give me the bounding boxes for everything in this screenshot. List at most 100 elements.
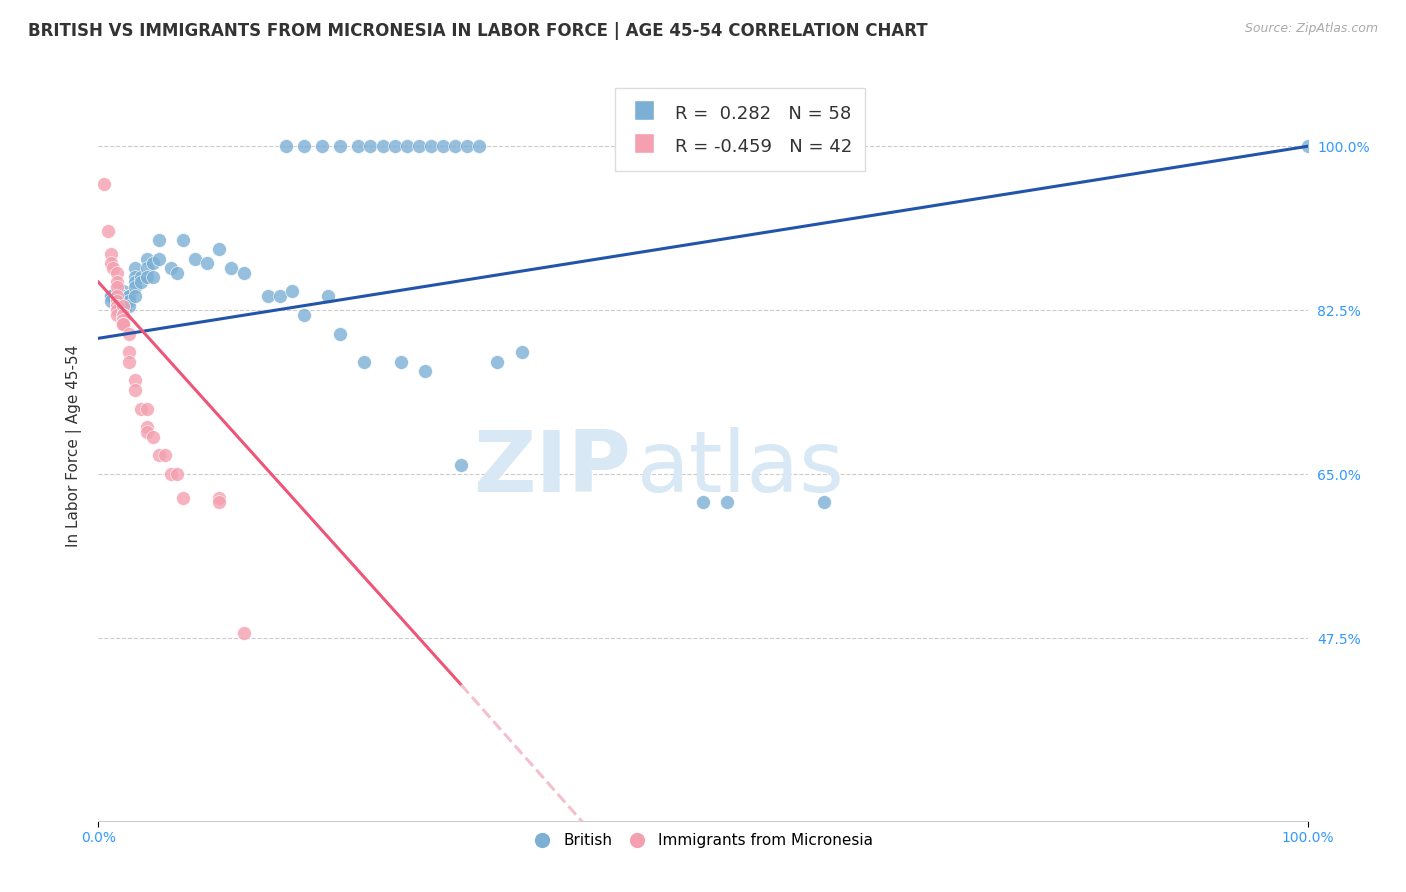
Point: [124, 383, 146, 397]
Point: [124, 275, 146, 289]
Point: [486, 355, 509, 369]
Point: [118, 289, 141, 303]
Point: [420, 139, 443, 153]
Point: [105, 289, 128, 303]
Point: [111, 312, 134, 326]
Point: [111, 299, 134, 313]
Point: [1296, 139, 1319, 153]
Text: ZIP: ZIP: [472, 427, 630, 510]
Point: [813, 495, 835, 509]
Point: [111, 308, 134, 322]
Point: [129, 401, 152, 416]
Point: [118, 345, 141, 359]
Point: [111, 293, 134, 308]
Point: [118, 289, 141, 303]
Text: BRITISH VS IMMIGRANTS FROM MICRONESIA IN LABOR FORCE | AGE 45-54 CORRELATION CHA: BRITISH VS IMMIGRANTS FROM MICRONESIA IN…: [28, 22, 928, 40]
Point: [111, 318, 134, 332]
Point: [111, 318, 134, 332]
Point: [281, 285, 304, 299]
Point: [142, 256, 165, 270]
Point: [124, 261, 146, 276]
Point: [135, 261, 157, 276]
Point: [105, 266, 128, 280]
Point: [142, 430, 165, 444]
Point: [432, 139, 454, 153]
Point: [129, 275, 152, 289]
Point: [118, 326, 141, 341]
Point: [166, 467, 188, 482]
Point: [118, 355, 141, 369]
Point: [100, 289, 122, 303]
Point: [105, 299, 128, 313]
Point: [118, 299, 141, 313]
Point: [124, 289, 146, 303]
Point: [135, 252, 157, 266]
Point: [208, 495, 231, 509]
Point: [97, 224, 120, 238]
Point: [172, 491, 194, 505]
Point: [444, 139, 467, 153]
Point: [111, 318, 134, 332]
Point: [129, 270, 152, 285]
Point: [172, 233, 194, 247]
Point: [160, 261, 183, 276]
Point: [100, 247, 122, 261]
Point: [148, 252, 170, 266]
Point: [111, 289, 134, 303]
Point: [111, 308, 134, 322]
Point: [118, 293, 141, 308]
Point: [105, 299, 128, 313]
Point: [105, 275, 128, 289]
Point: [395, 139, 418, 153]
Point: [105, 299, 128, 313]
Text: atlas: atlas: [637, 427, 845, 510]
Point: [111, 312, 134, 326]
Point: [716, 495, 738, 509]
Point: [105, 280, 128, 294]
Point: [135, 425, 157, 439]
Point: [93, 177, 115, 191]
Point: [221, 261, 243, 276]
Point: [148, 233, 170, 247]
Point: [105, 293, 128, 308]
Point: [269, 289, 291, 303]
Point: [510, 345, 533, 359]
Point: [408, 139, 430, 153]
Point: [371, 139, 394, 153]
Point: [208, 243, 231, 257]
Point: [232, 626, 254, 640]
Point: [142, 270, 165, 285]
Point: [166, 266, 188, 280]
Point: [160, 467, 183, 482]
Point: [105, 299, 128, 313]
Point: [124, 270, 146, 285]
Point: [413, 364, 436, 378]
Point: [456, 139, 478, 153]
Point: [389, 355, 412, 369]
Point: [101, 261, 124, 276]
Point: [329, 139, 352, 153]
Point: [105, 289, 128, 303]
Point: [311, 139, 333, 153]
Point: [208, 491, 231, 505]
Point: [111, 289, 134, 303]
Point: [692, 495, 714, 509]
Point: [135, 401, 157, 416]
Point: [384, 139, 406, 153]
Point: [105, 308, 128, 322]
Legend: British, Immigrants from Micronesia: British, Immigrants from Micronesia: [527, 827, 879, 855]
Point: [292, 139, 315, 153]
Point: [195, 256, 218, 270]
Point: [135, 420, 157, 434]
Point: [353, 355, 375, 369]
Point: [111, 289, 134, 303]
Point: [450, 458, 472, 472]
Point: [232, 266, 254, 280]
Point: [256, 289, 278, 303]
Y-axis label: In Labor Force | Age 45-54: In Labor Force | Age 45-54: [66, 345, 83, 547]
Point: [184, 252, 207, 266]
Point: [292, 308, 315, 322]
Point: [124, 374, 146, 388]
Point: [111, 318, 134, 332]
Point: [153, 449, 176, 463]
